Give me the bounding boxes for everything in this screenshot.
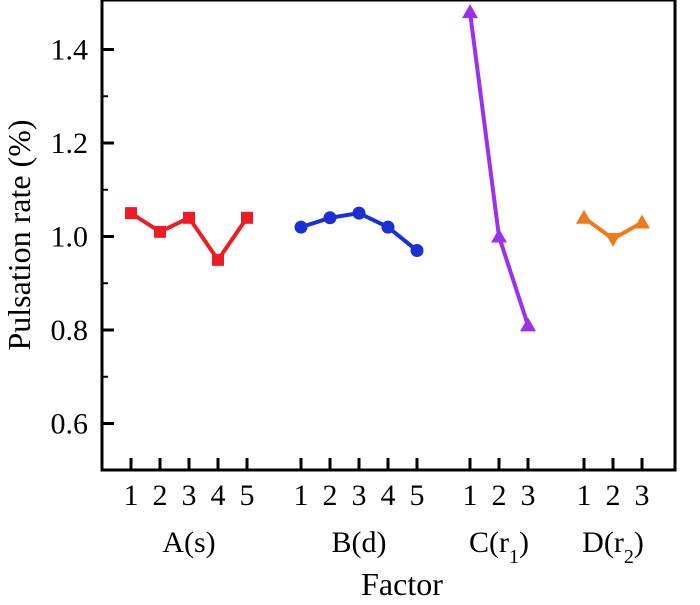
data-point (410, 244, 424, 258)
data-point (294, 220, 308, 234)
data-point (212, 253, 224, 266)
x-axis-title: Factor (361, 566, 443, 602)
y-tick-label: 1.0 (51, 221, 89, 254)
data-point (323, 211, 337, 225)
x-tick-label: 2 (153, 479, 168, 512)
data-point (125, 207, 137, 220)
y-axis-ticks (102, 48, 114, 425)
data-point (352, 206, 366, 220)
series-line-3 (468, 11, 530, 326)
plot-frame (100, 0, 677, 472)
data-point (462, 4, 478, 19)
x-tick-label: 2 (606, 479, 621, 512)
factor-group-labels: A(s) B(d) C(r1) D(r2) (162, 526, 643, 568)
series-markers (125, 4, 650, 332)
factor-label-1: A(s) (162, 526, 215, 559)
x-tick-label: 1 (294, 479, 309, 512)
x-axis-ticks (129, 458, 644, 470)
data-point (491, 228, 507, 243)
x-tick-label: 5 (410, 479, 425, 512)
x-tick-label: 4 (381, 479, 396, 512)
x-tick-label: 5 (240, 479, 255, 512)
x-tick-label: 1 (577, 479, 592, 512)
x-tick-label: 2 (323, 479, 338, 512)
data-point (183, 211, 195, 224)
x-tick-label: 3 (182, 479, 197, 512)
data-point (154, 225, 166, 238)
factor-label-2: B(d) (332, 526, 387, 559)
y-tick-label: 0.6 (51, 408, 89, 441)
data-point (605, 232, 621, 247)
data-point (520, 317, 536, 332)
y-tick-label: 1.2 (51, 127, 89, 160)
x-tick-label: 3 (352, 479, 367, 512)
y-axis-title: Pulsation rate (%) (1, 119, 37, 350)
x-tick-label: 1 (124, 479, 139, 512)
data-point (381, 220, 395, 234)
x-tick-label: 2 (492, 479, 507, 512)
series-lines (129, 11, 643, 326)
y-tick-label: 0.8 (51, 314, 89, 347)
x-tick-label: 4 (211, 479, 226, 512)
data-point (634, 214, 650, 229)
data-point (241, 211, 253, 224)
data-point (576, 209, 592, 224)
y-axis-tick-labels: 0.6 0.8 1.0 1.2 1.4 (51, 34, 89, 441)
y-tick-label: 1.4 (51, 34, 89, 67)
x-tick-label: 1 (463, 479, 478, 512)
x-tick-label: 3 (635, 479, 650, 512)
factor-label-3: C(r1) (469, 526, 529, 568)
x-tick-label: 3 (521, 479, 536, 512)
factor-label-4: D(r2) (582, 526, 644, 568)
